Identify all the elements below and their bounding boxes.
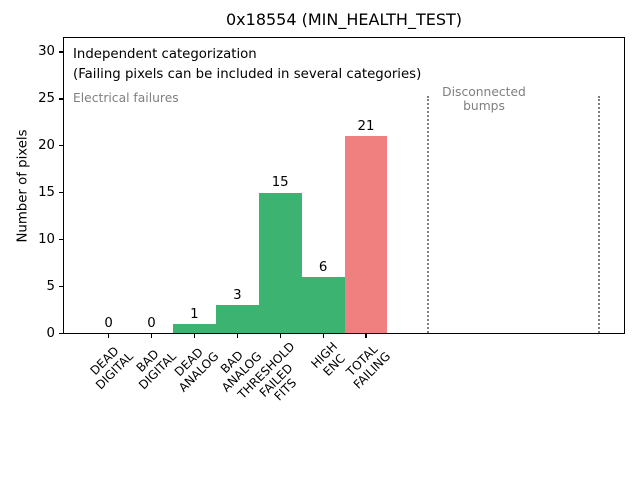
y-tick-label: 0 xyxy=(46,325,55,341)
y-tick-mark xyxy=(59,239,63,241)
annotation-disconnected-bumps: Disconnected bumps xyxy=(442,85,526,113)
x-tick-mark xyxy=(322,334,324,338)
y-tick-mark xyxy=(59,51,63,53)
bar xyxy=(172,324,216,334)
x-tick-label: DEAD DIGITAL xyxy=(87,343,136,392)
bar xyxy=(301,277,345,334)
annotation-independent-categorization: Independent categorization xyxy=(73,47,257,62)
x-tick-mark xyxy=(236,334,238,338)
y-tick-mark xyxy=(59,145,63,147)
x-tick-label: BAD DIGITAL xyxy=(133,346,179,392)
annotation-electrical-failures: Electrical failures xyxy=(73,91,179,105)
y-tick-label: 25 xyxy=(38,90,55,106)
y-tick-mark xyxy=(59,192,63,194)
x-tick-mark xyxy=(108,334,110,338)
x-tick-label: TOTAL FAILING xyxy=(343,342,393,392)
chart-title: 0x18554 (MIN_HEALTH_TEST) xyxy=(225,10,463,29)
y-tick-label: 10 xyxy=(38,231,55,247)
bar-value-label: 3 xyxy=(233,287,242,303)
bar-value-label: 6 xyxy=(318,259,328,275)
x-tick-mark xyxy=(365,334,367,338)
y-tick-label: 5 xyxy=(46,278,55,294)
x-tick-mark xyxy=(150,334,153,338)
y-tick-mark xyxy=(59,98,63,100)
bar xyxy=(215,305,259,334)
x-tick-mark xyxy=(279,334,281,338)
annotation-failing-pixels-note: (Failing pixels can be included in sever… xyxy=(73,67,422,82)
bar-value-label: 1 xyxy=(190,306,199,322)
bar-value-label: 0 xyxy=(104,316,113,331)
x-tick-mark xyxy=(193,334,195,338)
plot-area xyxy=(63,37,625,334)
y-tick-mark xyxy=(59,332,63,335)
bar-value-label: 0 xyxy=(147,316,156,331)
x-tick-label: DEAD ANALOG xyxy=(171,344,222,395)
bar xyxy=(344,136,388,334)
y-tick-label: 30 xyxy=(38,44,55,59)
bar xyxy=(258,192,302,334)
y-tick-mark xyxy=(59,285,63,288)
y-tick-label: 15 xyxy=(38,184,55,200)
bar-value-label: 15 xyxy=(271,175,289,191)
region-divider-dotted-line xyxy=(427,95,430,334)
y-tick-label: 20 xyxy=(38,137,55,153)
bar-value-label: 21 xyxy=(357,118,375,134)
region-divider-dotted-line xyxy=(597,95,600,334)
